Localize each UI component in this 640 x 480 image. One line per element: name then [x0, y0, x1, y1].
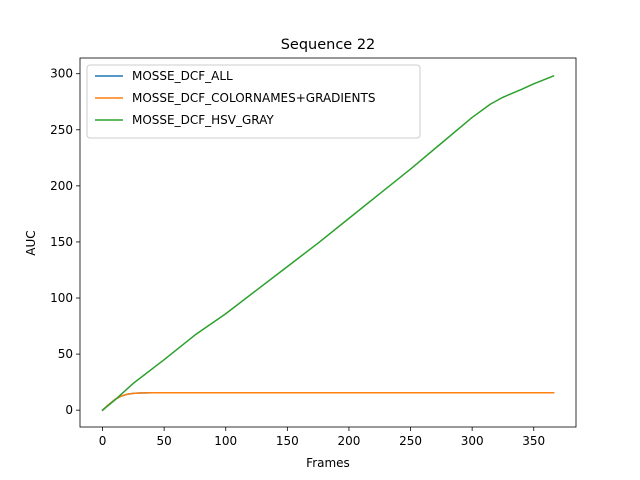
legend-label: MOSSE_DCF_HSV_GRAY [132, 113, 274, 127]
chart-title: Sequence 22 [281, 37, 376, 53]
plot-area-frame [79, 57, 577, 428]
series-line [101, 74, 555, 412]
y-tick-label: 0 [65, 403, 73, 417]
x-axis-label: Frames [306, 456, 350, 470]
y-tick-label: 150 [50, 235, 73, 249]
y-tick-label: 200 [50, 179, 73, 193]
legend: MOSSE_DCF_ALL MOSSE_DCF_COLORNAMES+GRADIE… [86, 64, 421, 139]
series-layer [101, 74, 555, 412]
legend-label: MOSSE_DCF_COLORNAMES+GRADIENTS [132, 91, 375, 105]
legend-label: MOSSE_DCF_ALL [132, 69, 233, 83]
y-tick-label: 250 [50, 123, 73, 137]
x-tick-label: 300 [461, 434, 484, 448]
x-tick-label: 350 [522, 434, 545, 448]
y-tick-label: 100 [50, 291, 73, 305]
x-tick-label: 100 [214, 434, 237, 448]
y-axis-label: AUC [24, 230, 38, 255]
legend-box [86, 64, 421, 139]
x-tick-label: 200 [337, 434, 360, 448]
y-tick-label: 300 [50, 67, 73, 81]
x-tick-label: 150 [276, 434, 299, 448]
y-tick-label: 50 [58, 347, 73, 361]
x-tick-label: 50 [157, 434, 172, 448]
x-tick-label: 250 [399, 434, 422, 448]
x-tick-label: 0 [99, 434, 107, 448]
ticks-layer: 0 50 100 150 200 250 300 350 0 50 100 150 200 250 300 [50, 67, 545, 448]
